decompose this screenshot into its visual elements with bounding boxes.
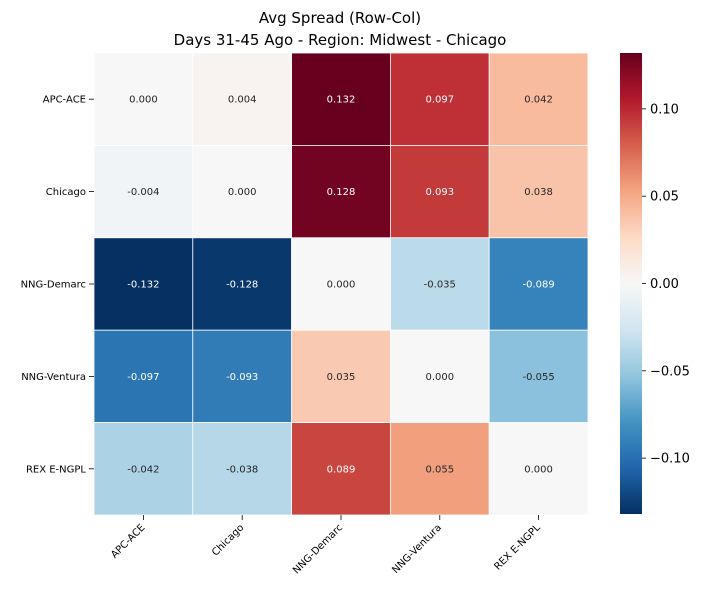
cell-value-label: 0.089 bbox=[327, 464, 356, 475]
heatmap-cell bbox=[291, 144, 391, 239]
cell-value-label: 0.042 bbox=[524, 95, 553, 106]
column-label: APC-ACE bbox=[109, 522, 147, 560]
cell-value-label: 0.035 bbox=[327, 372, 356, 383]
cell-value-label: 0.055 bbox=[425, 464, 454, 475]
chart-title: Avg Spread (Row-Col) bbox=[259, 9, 421, 27]
colorbar-tick-label: 0.05 bbox=[650, 190, 679, 205]
heatmap-cell bbox=[488, 329, 589, 424]
heatmap-cell bbox=[389, 52, 490, 146]
row-label: REX E-NGPL bbox=[26, 464, 86, 475]
colorbar-tick-label: 0.10 bbox=[650, 102, 679, 117]
cell-value-label: -0.128 bbox=[226, 280, 258, 291]
cell-value-label: -0.097 bbox=[127, 372, 159, 383]
heatmap-cell bbox=[93, 144, 194, 239]
cell-value-label: -0.035 bbox=[424, 280, 456, 291]
heatmap-cell bbox=[291, 422, 391, 516]
row-label: APC-ACE bbox=[43, 95, 86, 106]
column-label: NNG-Ventura bbox=[390, 522, 444, 576]
row-label: Chicago bbox=[46, 187, 86, 198]
cell-value-label: 0.000 bbox=[327, 280, 356, 291]
cell-value-label: 0.000 bbox=[524, 464, 553, 475]
heatmap-cell bbox=[488, 52, 589, 146]
heatmap-cell bbox=[488, 422, 589, 516]
cell-value-label: 0.132 bbox=[327, 95, 356, 106]
column-label: Chicago bbox=[210, 522, 246, 558]
heatmap-cell bbox=[389, 237, 490, 331]
row-label: NNG-Ventura bbox=[21, 372, 86, 383]
cell-value-label: 0.000 bbox=[228, 187, 257, 198]
heatmap-cell bbox=[93, 422, 194, 516]
heatmap-cell bbox=[488, 144, 589, 239]
row-label: NNG-Demarc bbox=[21, 280, 86, 291]
cell-value-label: 0.038 bbox=[524, 187, 553, 198]
cell-value-label: 0.128 bbox=[327, 187, 356, 198]
cell-value-label: -0.132 bbox=[127, 280, 159, 291]
column-labels: APC-ACE Chicago NNG-Demarc NNG-Ventura REX E… bbox=[109, 515, 543, 576]
cell-value-label: 0.000 bbox=[425, 372, 454, 383]
cell-value-label: 0.004 bbox=[228, 95, 257, 106]
heatmap-cell bbox=[192, 52, 293, 146]
colorbar-gradient bbox=[620, 53, 642, 514]
cell-value-label: -0.093 bbox=[226, 372, 258, 383]
colorbar-tick-label: −0.10 bbox=[650, 452, 690, 467]
colorbar: 0.10 0.05 0.00 −0.05 −0.10 bbox=[620, 53, 690, 514]
cell-value-label: 0.097 bbox=[425, 95, 454, 106]
heatmap-cell bbox=[291, 52, 391, 146]
column-label: NNG-Demarc bbox=[291, 522, 345, 576]
cell-value-label: -0.038 bbox=[226, 464, 258, 475]
colorbar-tick-label: −0.05 bbox=[650, 364, 690, 379]
cell-value-label: -0.042 bbox=[127, 464, 159, 475]
column-label: REX E-NGPL bbox=[492, 522, 543, 573]
cell-value-label: -0.055 bbox=[522, 372, 554, 383]
cell-value-label: 0.000 bbox=[129, 95, 158, 106]
heatmap-cell bbox=[192, 422, 293, 516]
colorbar-tick-label: 0.00 bbox=[650, 277, 679, 292]
heatmap-cells: 0.000 0.004 0.132 0.097 0.042 -0.004 0.000 0.12… bbox=[93, 52, 589, 516]
heatmap-cell bbox=[93, 52, 194, 146]
heatmap-cell bbox=[389, 329, 490, 424]
heatmap-cell bbox=[291, 237, 391, 331]
cell-value-label: -0.004 bbox=[127, 187, 159, 198]
chart-subtitle: Days 31-45 Ago - Region: Midwest - Chica… bbox=[174, 31, 507, 49]
heatmap-cell bbox=[192, 329, 293, 424]
cell-value-label: 0.093 bbox=[425, 187, 454, 198]
heatmap-cell bbox=[192, 237, 293, 331]
row-labels: APC-ACE Chicago NNG-Demarc NNG-Ventura REX E… bbox=[21, 95, 94, 475]
cell-value-label: -0.089 bbox=[522, 280, 554, 291]
heatmap-cell bbox=[291, 329, 391, 424]
heatmap-cell bbox=[488, 237, 589, 331]
